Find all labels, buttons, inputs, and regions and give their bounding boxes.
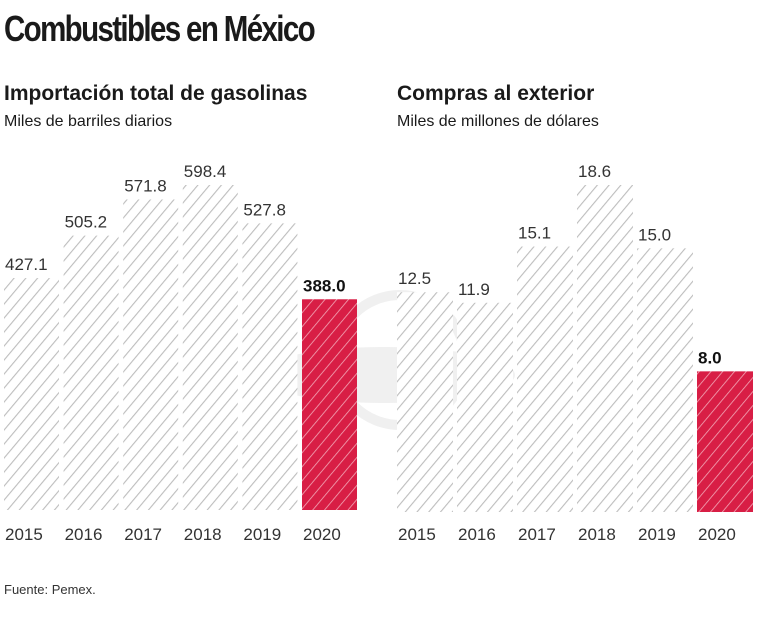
bar-2017 [123, 199, 179, 511]
bar-2019 [242, 223, 298, 510]
bar-2016 [63, 235, 119, 510]
bar-2019 [637, 248, 693, 512]
bar-2017 [517, 246, 573, 512]
chart-1-subtitle: Miles de barriles diarios [4, 113, 173, 130]
data-label-2015: 12.5 [398, 269, 431, 288]
bar-2020 [302, 299, 357, 510]
x-tick-2020: 2020 [698, 525, 736, 544]
data-label-2017: 15.1 [518, 224, 551, 243]
x-tick-2017: 2017 [518, 525, 556, 544]
x-tick-2015: 2015 [5, 525, 43, 544]
x-tick-2019: 2019 [638, 525, 676, 544]
x-tick-2018: 2018 [184, 525, 222, 544]
bar-2020 [697, 371, 753, 512]
data-label-2016: 505.2 [65, 213, 108, 232]
data-label-2018: 598.4 [184, 162, 227, 181]
data-label-2019: 15.0 [638, 225, 671, 244]
x-tick-2016: 2016 [458, 525, 496, 544]
x-tick-2016: 2016 [65, 525, 103, 544]
x-tick-2017: 2017 [124, 525, 162, 544]
data-label-2020: 8.0 [698, 348, 722, 367]
chart-2-title: Compras al exterior [397, 82, 595, 105]
source-note: Fuente: Pemex. [4, 582, 96, 597]
data-label-2019: 527.8 [243, 200, 286, 219]
bar-2018 [577, 185, 633, 512]
bar-2015 [4, 278, 59, 510]
x-tick-2019: 2019 [243, 525, 281, 544]
data-label-2017: 571.8 [124, 176, 167, 195]
chart-2-subtitle: Miles de millones de dólares [397, 113, 599, 130]
x-tick-2015: 2015 [398, 525, 436, 544]
bar-2015 [397, 292, 453, 512]
x-tick-2018: 2018 [578, 525, 616, 544]
data-label-2015: 427.1 [5, 255, 48, 274]
data-label-2020: 388.0 [303, 276, 346, 295]
x-tick-2020: 2020 [303, 525, 341, 544]
page-title: Combustibles en México [4, 8, 316, 49]
chart-1-title: Importación total de gasolinas [4, 82, 308, 105]
data-label-2016: 11.9 [458, 280, 490, 299]
data-label-2018: 18.6 [578, 162, 611, 181]
bar-2016 [457, 302, 513, 512]
bar-2018 [182, 185, 238, 510]
